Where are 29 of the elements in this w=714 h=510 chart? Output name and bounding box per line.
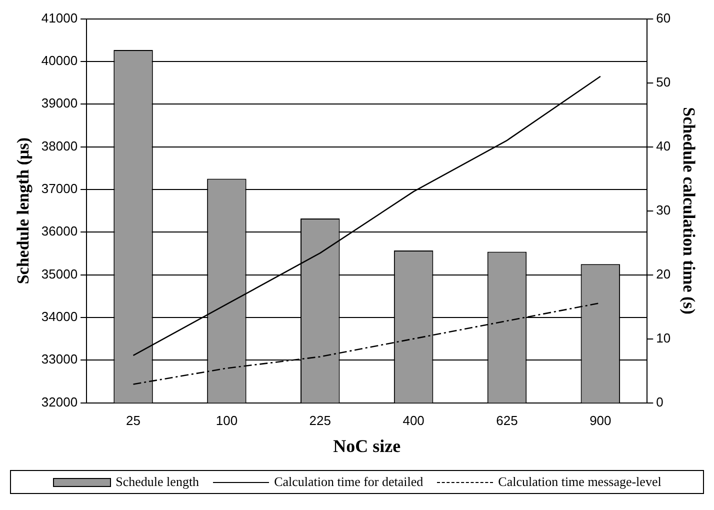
y-tick-label: 41000 bbox=[41, 10, 78, 26]
y-tick-label: 38000 bbox=[41, 138, 78, 154]
x-tick-label: 225 bbox=[309, 413, 331, 428]
y2-tick-label: 10 bbox=[656, 330, 671, 346]
x-tick-label: 900 bbox=[590, 413, 612, 428]
y-tick-label: 34000 bbox=[41, 309, 78, 324]
x-tick-label: 25 bbox=[126, 413, 140, 428]
y-tick-label: 40000 bbox=[41, 53, 78, 68]
y2-tick-label: 0 bbox=[656, 394, 664, 410]
y2-axis-title: Schedule calculation time (s) bbox=[679, 107, 698, 314]
y-tick-label: 35000 bbox=[41, 266, 78, 282]
y-tick-label: 37000 bbox=[41, 181, 78, 196]
x-tick-label: 100 bbox=[216, 413, 238, 428]
y2-tick-label: 40 bbox=[656, 138, 671, 154]
legend-label: Calculation time message-level bbox=[498, 474, 662, 490]
y-tick-label: 36000 bbox=[41, 224, 78, 239]
y-tick-label: 33000 bbox=[41, 352, 78, 367]
y2-tick-label: 60 bbox=[656, 10, 671, 26]
y-tick-label: 39000 bbox=[41, 96, 78, 111]
y-axis-title: Schedule length (µs) bbox=[14, 137, 33, 284]
x-tick-label: 400 bbox=[402, 413, 424, 428]
y-tick-label: 32000 bbox=[41, 394, 78, 410]
x-axis-title: NoC size bbox=[333, 436, 401, 456]
y2-tick-label: 20 bbox=[656, 266, 671, 282]
legend-label: Schedule length bbox=[116, 474, 200, 490]
legend-label: Calculation time for detailed bbox=[274, 474, 424, 490]
y2-tick-label: 50 bbox=[656, 74, 671, 90]
x-tick-label: 625 bbox=[496, 413, 518, 428]
y2-tick-label: 30 bbox=[656, 202, 671, 218]
